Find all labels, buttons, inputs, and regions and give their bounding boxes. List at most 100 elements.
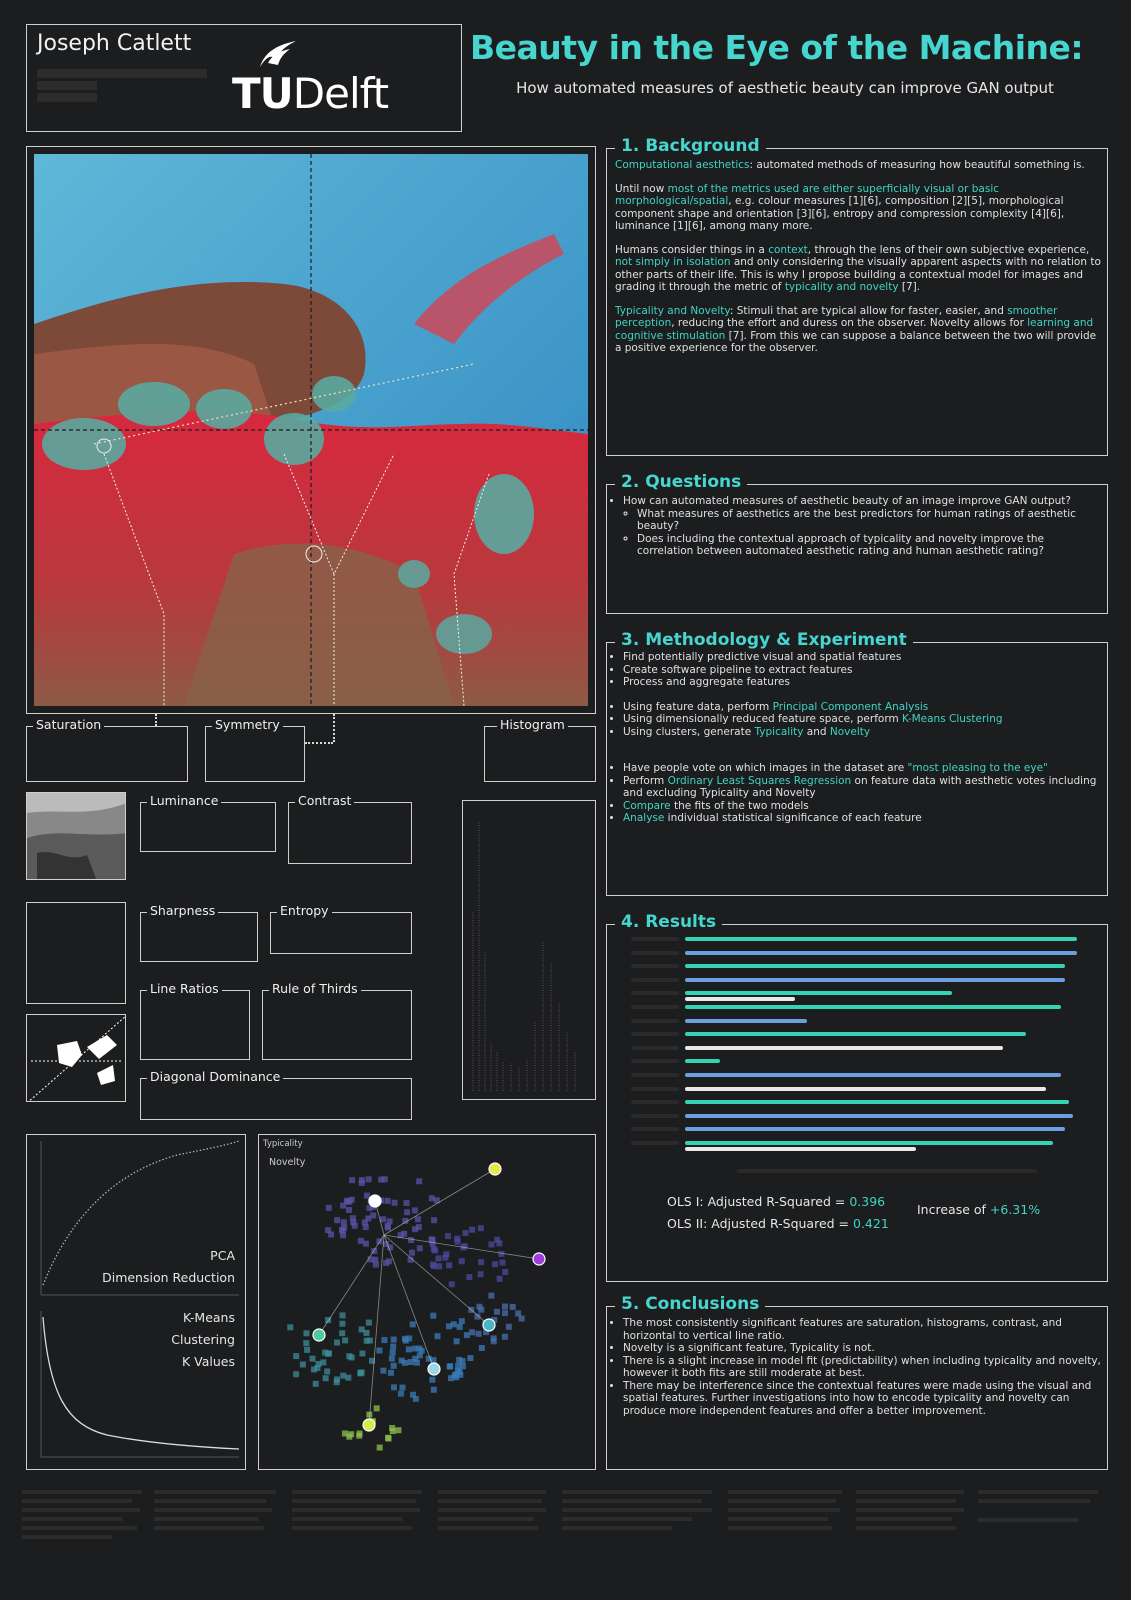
conclusions-heading: 5. Conclusions [615, 1294, 766, 1314]
scatter-point [445, 1323, 452, 1330]
scatter-point [315, 1360, 322, 1367]
bg-p2-a: Until now [615, 182, 668, 195]
rule-of-thirds-box: Rule of Thirds [262, 981, 412, 1060]
entropy-box: Entropy [270, 903, 412, 954]
bg-p3-d: [7]. [898, 281, 921, 293]
scatter-point [502, 1268, 509, 1275]
scatter-point [467, 1355, 474, 1362]
bar-category-label [631, 964, 679, 969]
method-9: Compare the fits of the two models [623, 800, 1101, 813]
methodology-heading: 3. Methodology & Experiment [615, 630, 913, 650]
scatter-point [446, 1262, 453, 1269]
luminance-box: Luminance [140, 793, 276, 852]
cluster-scatter-plot [287, 1162, 546, 1451]
rule-of-thirds-label: Rule of Thirds [269, 981, 361, 996]
scatter-point [430, 1386, 437, 1393]
scatter-point [452, 1371, 459, 1378]
scatter-point [448, 1281, 455, 1288]
bar-category-label [631, 1100, 679, 1105]
scatter-point [509, 1303, 516, 1310]
scatter-point [493, 1308, 500, 1315]
scatter-spoke [383, 1234, 540, 1260]
scatter-point [399, 1384, 406, 1391]
scatter-point [309, 1355, 316, 1362]
scatter-point [320, 1359, 327, 1366]
scatter-point [431, 1217, 438, 1224]
scatter-point [334, 1339, 341, 1346]
bar-category-label [631, 977, 679, 982]
scatter-point [443, 1251, 450, 1258]
background-text: Computational aesthetics: automated meth… [615, 159, 1101, 366]
bg-p3-a: Humans consider things in a [615, 243, 769, 256]
poster-title: Beauty in the Eye of the Machine: [470, 28, 1084, 67]
bg-p4-accent1: Typicality and Novelty [615, 304, 730, 317]
result-bar [685, 991, 952, 996]
scatter-point [412, 1395, 419, 1402]
bg-p3-b: , through the lens of their own subjecti… [807, 243, 1090, 256]
kmeans-label-line1: K-Means [183, 1310, 235, 1325]
scatter-point [459, 1363, 466, 1370]
bg-p2-accent: most of the metrics used are either supe… [615, 182, 1000, 208]
method-2: Create software pipeline to extract feat… [623, 664, 1101, 677]
scatter-point [401, 1335, 408, 1342]
question-1a: What measures of aesthetics are the best… [637, 508, 1101, 533]
result-bar [685, 1100, 1070, 1105]
scatter-point [389, 1425, 396, 1432]
bar-category-label [631, 991, 679, 996]
entropy-label: Entropy [277, 903, 332, 918]
bar-category-label [631, 1005, 679, 1009]
bar-axis-label [737, 1168, 1037, 1173]
scatter-point [366, 1205, 373, 1212]
scatter-spoke [383, 1168, 496, 1236]
result-bar [685, 950, 1077, 955]
scatter-point [346, 1206, 353, 1213]
scatter-point [293, 1353, 300, 1360]
contrast-label: Contrast [295, 793, 355, 808]
pca-kmeans-panel: PCA Dimension Reduction K-Means Clusteri… [26, 1134, 246, 1470]
bg-p4-accent2: smoother perception [615, 304, 1058, 330]
scatter-point [340, 1219, 347, 1226]
bar-category-label [631, 1113, 679, 1118]
result-bar [685, 1018, 807, 1023]
scatter-point [477, 1225, 484, 1232]
scatter-point [346, 1433, 353, 1440]
scatter-point [429, 1237, 436, 1244]
histogram-chart [462, 800, 596, 1100]
scatter-point [407, 1359, 414, 1366]
scatter-point [339, 1312, 346, 1319]
scatter-point [463, 1332, 470, 1339]
bg-p3-accent3: typicality and novelty [784, 281, 899, 293]
cluster-scatter-panel: Typicality Novelty [258, 1134, 596, 1470]
scatter-point [324, 1368, 331, 1375]
scatter-point [453, 1338, 460, 1345]
scatter-point [384, 1197, 391, 1204]
bar-category-label [631, 1073, 679, 1077]
scatter-point [339, 1330, 346, 1337]
scatter-point [380, 1367, 387, 1374]
connector-saturation [155, 714, 157, 726]
scatter-point [345, 1374, 352, 1381]
ols-results: OLS I: Adjusted R-Squared = 0.396 OLS II… [667, 1191, 889, 1235]
conclusions-section: 5. Conclusions The most consistently sig… [606, 1294, 1108, 1470]
result-bar [685, 1147, 917, 1151]
logo-delft: Delft [292, 69, 389, 118]
scatter-point [496, 1240, 503, 1247]
scatter-point [349, 1215, 356, 1222]
scatter-point [351, 1222, 358, 1229]
conclusion-4: There may be interference since the cont… [623, 1380, 1101, 1418]
ols2-line: OLS II: Adjusted R-Squared = 0.421 [667, 1216, 889, 1231]
scatter-point [303, 1330, 310, 1337]
scatter-point [488, 1241, 495, 1248]
bg-p3-accent1: context [768, 243, 808, 256]
scatter-point [475, 1330, 482, 1337]
conclusion-3: There is a slight increase in model fit … [623, 1355, 1101, 1380]
scatter-point [402, 1359, 409, 1366]
scatter-point [328, 1231, 335, 1238]
bar-category-label [631, 937, 679, 941]
scatter-point [483, 1329, 490, 1336]
scatter-point [390, 1343, 397, 1350]
result-bar [685, 964, 1066, 969]
scatter-point [411, 1207, 418, 1214]
scatter-point [372, 1261, 379, 1268]
scatter-point [363, 1329, 370, 1336]
